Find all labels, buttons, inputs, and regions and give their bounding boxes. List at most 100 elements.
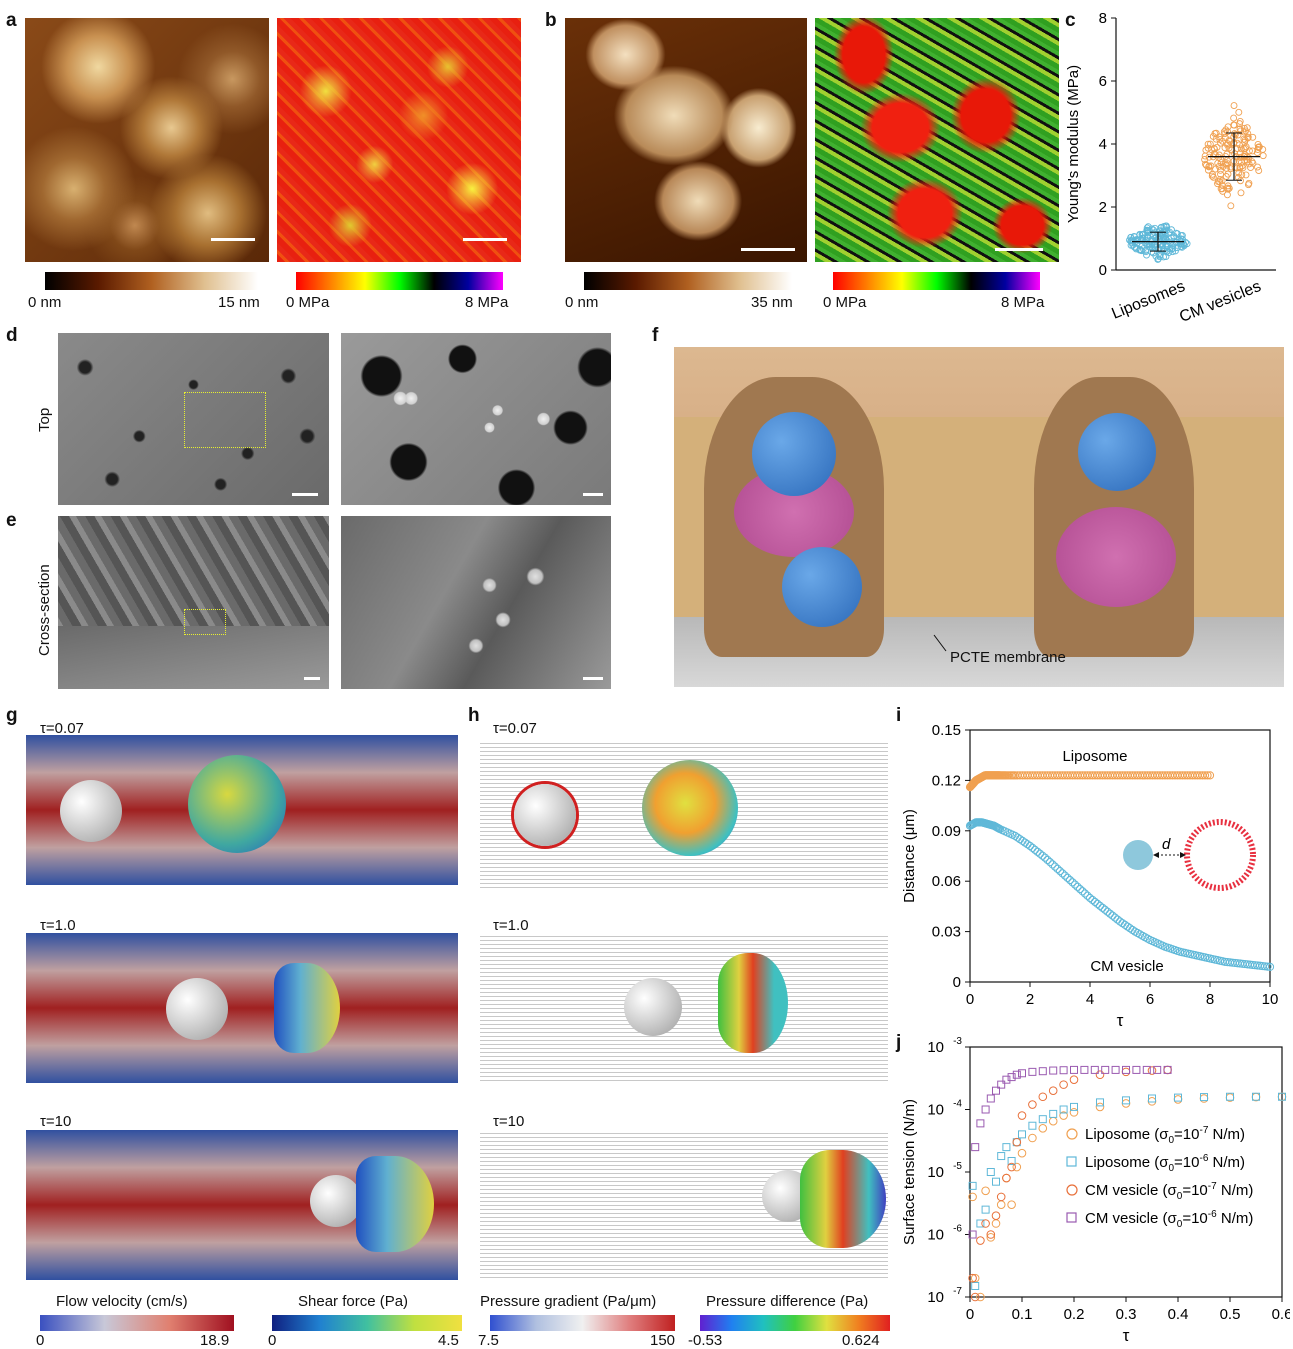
- modulus-colorbar-a: [296, 272, 503, 290]
- colorbar-min-flow: 0: [36, 1332, 45, 1349]
- h-time-3: τ=10: [493, 1113, 525, 1130]
- j-point: [1002, 1143, 1011, 1152]
- i-x-tick-label: 4: [1086, 991, 1094, 1008]
- i-point: [1075, 884, 1085, 894]
- j-point: [996, 1192, 1006, 1202]
- j-y-tick-label: 10: [927, 1164, 944, 1181]
- i-plot-frame: [969, 729, 1271, 983]
- j-x-tick-label: 0.2: [1064, 1306, 1085, 1323]
- j-point: [1007, 1156, 1016, 1165]
- j-point: [1018, 1069, 1026, 1078]
- i-y-tick-label: 0.06: [932, 873, 961, 890]
- j-point: [970, 1273, 980, 1283]
- c-point: [1158, 242, 1166, 250]
- height-max-b: 35 nm: [751, 294, 793, 311]
- j-point: [968, 1181, 977, 1190]
- c-point: [1204, 140, 1212, 148]
- j-point: [1012, 1162, 1022, 1172]
- c-point: [1201, 152, 1209, 160]
- modulus-colorbar-b: [833, 272, 1040, 290]
- liposome-right: [1078, 413, 1156, 491]
- j-y-tick-label: 10: [927, 1227, 944, 1244]
- i-point: [1260, 962, 1270, 971]
- c-point: [1245, 154, 1253, 162]
- c-point: [1243, 158, 1251, 166]
- j-point: [1101, 1065, 1110, 1074]
- j-point: [1002, 1075, 1011, 1084]
- i-y-label: Distance (μm): [901, 809, 918, 903]
- i-point: [1120, 920, 1130, 929]
- colorbar-max-flow: 18.9: [200, 1332, 230, 1349]
- c-point: [1209, 170, 1216, 178]
- i-point: [1058, 869, 1067, 878]
- j-point: [971, 1281, 980, 1290]
- c-point: [1245, 179, 1253, 187]
- c-point: [1170, 240, 1178, 248]
- i-point: [1048, 860, 1057, 869]
- c-point: [1223, 161, 1231, 169]
- c-y-tick-label: 2: [1099, 199, 1107, 216]
- j-point: [1012, 1137, 1022, 1147]
- j-point: [1252, 1092, 1260, 1101]
- afm-modulus-image-a: [277, 18, 521, 262]
- j-point: [1038, 1124, 1048, 1133]
- i-x-tick-label: 6: [1146, 991, 1154, 1008]
- i-point: [1045, 858, 1055, 867]
- j-y-tick-exponent: -3: [953, 1036, 962, 1047]
- sem-top-zoom: [341, 333, 611, 505]
- i-y-tick-label: 0.12: [932, 772, 961, 789]
- panel-label-j: j: [896, 1032, 902, 1053]
- i-point: [1020, 838, 1030, 847]
- c-point: [1144, 227, 1152, 235]
- j-point: [1017, 1111, 1027, 1120]
- c-point: [1215, 151, 1223, 159]
- c-point: [1226, 137, 1234, 145]
- j-point: [1028, 1133, 1037, 1143]
- j-y-tick-exponent: -4: [953, 1099, 962, 1110]
- c-point: [1221, 160, 1229, 168]
- c-point: [1240, 124, 1248, 132]
- c-point: [1242, 143, 1250, 151]
- j-point: [968, 1230, 977, 1239]
- c-point: [1222, 173, 1230, 180]
- afm-height-image-b: [565, 18, 807, 262]
- j-point: [1142, 1065, 1151, 1074]
- j-point: [1017, 1148, 1027, 1158]
- j-legend-marker: [1066, 1184, 1078, 1196]
- i-y-tick-label: 0.03: [932, 924, 961, 941]
- g-time-1: τ=0.07: [40, 720, 84, 737]
- c-point: [1237, 177, 1244, 185]
- j-point: [1070, 1102, 1078, 1111]
- i-point: [1068, 878, 1077, 887]
- modulus-max-b: 8 MPa: [1001, 294, 1045, 311]
- j-point: [981, 1219, 990, 1228]
- c-point: [1209, 173, 1217, 181]
- series-label-liposome: Liposome: [1062, 748, 1127, 765]
- j-point: [1122, 1065, 1130, 1074]
- c-y-tick-label: 8: [1099, 10, 1107, 27]
- afm-height-image-a: [25, 18, 269, 262]
- c-point: [1143, 233, 1151, 241]
- i-point: [1263, 962, 1272, 971]
- c-point: [1204, 144, 1212, 152]
- j-point: [1199, 1094, 1209, 1103]
- sem-cross-section-zoom: [341, 516, 611, 689]
- series-label-cm-vesicle: CM vesicle: [1090, 958, 1163, 975]
- c-point: [1236, 164, 1244, 172]
- j-point: [1174, 1093, 1182, 1102]
- colorbar-title-shear: Shear force (Pa): [298, 1293, 409, 1310]
- j-legend-marker: [1066, 1156, 1077, 1167]
- chart-j: 0 0.1 0.2 0.3 0.4 0.5 0.6 10 -7 10 -6 10 -5 10 -4 10 -3 τ…: [901, 1036, 1290, 1345]
- i-point: [1105, 909, 1115, 918]
- j-y-tick-exponent: -5: [953, 1161, 962, 1172]
- c-point: [1224, 123, 1232, 131]
- j-y-tick-label: 10: [927, 1289, 944, 1306]
- j-point: [1059, 1111, 1068, 1120]
- c-point: [1216, 166, 1224, 174]
- j-point: [1111, 1065, 1120, 1074]
- i-y-tick-label: 0: [953, 974, 961, 991]
- j-point: [1007, 1073, 1016, 1082]
- c-point: [1227, 202, 1235, 210]
- j-point: [1147, 1097, 1157, 1106]
- pressure-sim-t3: [480, 1130, 888, 1280]
